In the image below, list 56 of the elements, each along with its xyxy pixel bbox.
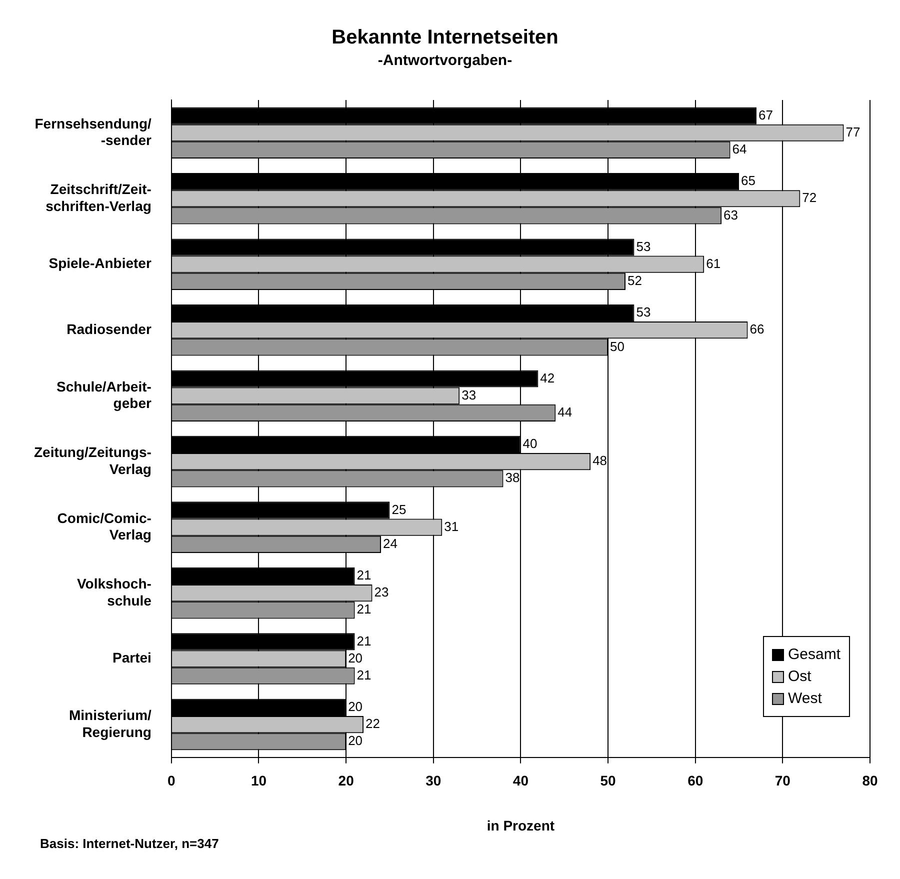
x-axis-title: in Prozent xyxy=(486,817,555,834)
x-tick-label: 70 xyxy=(774,772,791,789)
data-label: 21 xyxy=(356,602,372,617)
chart-subtitle: -Antwortvorgaben- xyxy=(378,52,512,70)
x-tick-label: 40 xyxy=(512,772,529,789)
y-tick-label: Zeitschrift/Zeit- schriften-Verlag xyxy=(46,181,152,214)
data-label: 67 xyxy=(758,107,773,122)
data-label: 44 xyxy=(558,404,572,420)
legend-label: Gesamt xyxy=(788,646,841,664)
data-label: 53 xyxy=(636,304,651,320)
data-label: 63 xyxy=(724,207,738,222)
y-tick-label: Radiosender xyxy=(66,320,152,337)
data-label: 22 xyxy=(366,716,380,732)
x-tick-label: 60 xyxy=(688,772,704,789)
data-label: 25 xyxy=(392,502,406,517)
y-tick-label: Schule/Arbeit- geber xyxy=(56,378,152,412)
data-label: 53 xyxy=(636,238,651,254)
y-tick-label: Zeitung/Zeitungs- Verlag xyxy=(34,444,152,477)
x-tick-label: 0 xyxy=(168,772,176,789)
data-label: 77 xyxy=(846,124,860,140)
data-label: 20 xyxy=(348,733,363,748)
text: Basis: Internet-Nutzer, n=347 xyxy=(40,836,219,851)
y-tick-label: Ministerium/ Regierung xyxy=(68,706,152,740)
data-label: 48 xyxy=(592,453,608,468)
data-label: 50 xyxy=(610,338,625,354)
data-label: 64 xyxy=(732,142,747,157)
legend-label: Ost xyxy=(788,668,812,686)
x-tick-label: 10 xyxy=(250,772,267,789)
data-label: 42 xyxy=(540,370,555,386)
y-tick-label: Comic/Comic- Verlag xyxy=(57,510,152,543)
y-tick-label: Fernsehsendung/ -sender xyxy=(34,115,152,148)
y-tick-label: Spiele-Anbieter xyxy=(48,255,152,272)
data-label: 20 xyxy=(348,650,363,666)
x-tick-label: 20 xyxy=(338,772,354,789)
data-label: 21 xyxy=(356,633,372,648)
data-label: 20 xyxy=(348,699,363,714)
data-label: 72 xyxy=(802,190,817,206)
y-tick-label: Volkshoch- schule xyxy=(77,576,152,608)
chart-title: Bekannte Internetseiten xyxy=(332,26,558,49)
data-label: 24 xyxy=(383,536,398,551)
data-label: 23 xyxy=(374,584,389,600)
data-label: 61 xyxy=(706,256,721,271)
y-tick-label: Partei xyxy=(112,650,152,666)
data-label: 31 xyxy=(444,518,459,534)
x-tick-label: 80 xyxy=(862,772,878,789)
data-label: 33 xyxy=(462,387,476,402)
data-label: 65 xyxy=(741,173,756,188)
legend-label: West xyxy=(788,690,822,708)
x-tick-label: 30 xyxy=(426,772,442,789)
data-label: 52 xyxy=(628,273,642,288)
x-tick-label: 50 xyxy=(600,772,616,789)
data-label: 66 xyxy=(750,322,764,337)
data-label: 21 xyxy=(356,568,372,583)
data-label: 21 xyxy=(356,667,372,682)
data-label: 40 xyxy=(522,436,538,452)
data-label: 38 xyxy=(505,470,520,486)
